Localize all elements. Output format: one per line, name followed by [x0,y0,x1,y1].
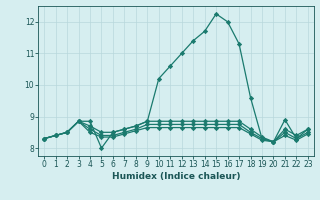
X-axis label: Humidex (Indice chaleur): Humidex (Indice chaleur) [112,172,240,181]
